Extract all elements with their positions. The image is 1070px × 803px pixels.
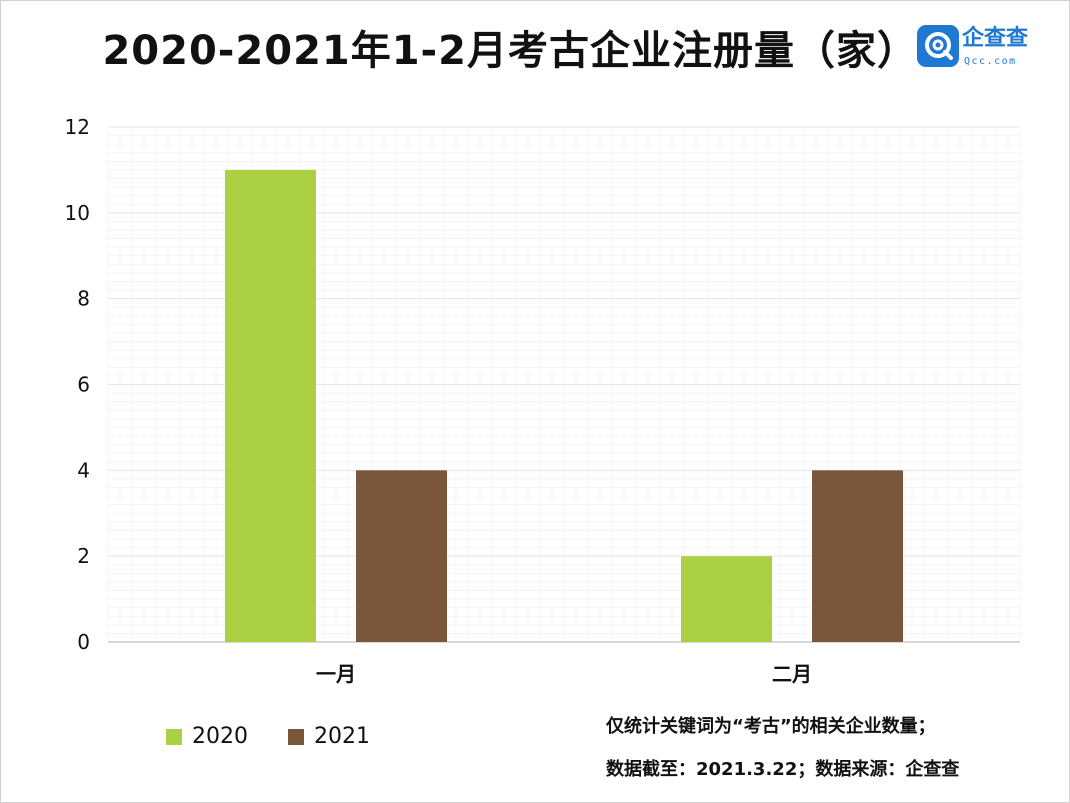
bar-2020-1 (225, 169, 316, 642)
bar-2020-2 (681, 556, 772, 642)
qcc-logo-icon (917, 25, 959, 67)
y-tick-labels: 0 2 4 6 8 10 12 (65, 115, 90, 654)
bars-layer (225, 169, 903, 642)
y-tick-label: 0 (77, 630, 90, 654)
y-tick-label: 12 (65, 115, 90, 139)
legend-label-2020: 2020 (192, 724, 248, 749)
note-line-2: 数据截至：2021.3.22；数据来源：企查查 (606, 759, 960, 780)
bar-chart: 0 2 4 6 8 10 12 一月 二月 (65, 115, 1021, 686)
bar-2021-1 (356, 470, 447, 642)
legend-swatch-2021 (288, 728, 304, 745)
logo-sub: Qcc.com (964, 56, 1017, 67)
y-tick-label: 10 (65, 201, 90, 225)
note-line-1: 仅统计关键词为“考古”的相关企业数量； (606, 716, 936, 737)
logo-name: 企查查 (962, 26, 1029, 51)
legend-item-2020: 2020 (166, 724, 248, 749)
legend-swatch-2020 (166, 728, 182, 745)
y-tick-label: 4 (77, 458, 90, 482)
x-category-label: 二月 (772, 662, 812, 686)
chart-title: 2020-2021年1-2月考古企业注册量（家） (102, 28, 918, 74)
y-tick-label: 6 (77, 373, 90, 397)
legend-label-2021: 2021 (314, 724, 370, 749)
legend-item-2021: 2021 (288, 724, 370, 749)
y-tick-label: 2 (77, 544, 90, 568)
legend: 2020 2021 (166, 724, 410, 749)
bar-2021-2 (812, 470, 903, 642)
y-tick-label: 8 (77, 287, 90, 311)
x-category-labels: 一月 二月 (316, 662, 812, 686)
x-category-label: 一月 (316, 662, 356, 686)
qcc-logo: 企查查 Qcc.com (916, 24, 1046, 72)
